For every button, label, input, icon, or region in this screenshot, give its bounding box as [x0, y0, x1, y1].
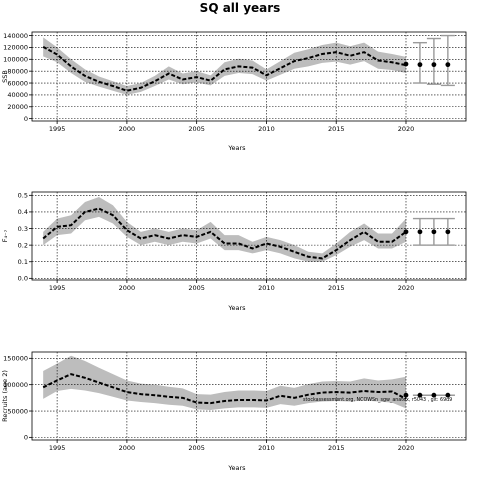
x-tick-label: 1995 [49, 284, 66, 292]
y-axis-label: SSB [1, 70, 9, 83]
x-tick-label: 2015 [328, 284, 345, 292]
x-tick-label: 2005 [188, 284, 205, 292]
recruitment-panel: 1995 2000 2005 2010 2015 2020 0 50000 100000 1500… [1, 351, 467, 472]
x-tick-label: 2020 [398, 284, 415, 292]
fbar-panel: 1995 2000 2005 2010 2015 2020 0.0 0.1 0.2 0.3 0.4 0… [1, 191, 467, 312]
y-tick-label: 50000 [7, 407, 28, 415]
confidence-band [43, 355, 406, 410]
projection-point [445, 392, 451, 398]
plot-frame [31, 31, 467, 122]
y-tick-label: 40000 [7, 91, 28, 99]
y-axis-label: F₄₋₇ [1, 229, 9, 242]
y-tick-label: 0.4 [18, 208, 28, 216]
ssb-panel: 1995 2000 2005 2010 2015 2020 0 20000 40000 60000… [1, 31, 467, 152]
y-tick-label: 100000 [3, 381, 28, 389]
x-tick-label: 1995 [49, 444, 66, 452]
projection-point [445, 62, 451, 68]
projection-point [403, 229, 409, 235]
projection-point [431, 229, 437, 235]
projection-point [431, 62, 437, 68]
y-tick-label: 0.2 [18, 241, 28, 249]
projection-point [403, 61, 409, 67]
y-tick-label: 80000 [7, 67, 28, 75]
credit-text: stockassessment.org, NCOWSn_sgw_anatex, … [303, 397, 452, 403]
projection-point [445, 229, 451, 235]
x-tick-label: 2000 [119, 284, 136, 292]
x-axis-label: Years [227, 464, 246, 472]
x-tick-label: 2000 [119, 125, 136, 133]
x-axis-label: Years [227, 304, 246, 312]
y-tick-label: 0.5 [18, 192, 28, 200]
y-axis-label: Recruits (age 2) [1, 370, 9, 422]
x-tick-label: 2020 [398, 444, 415, 452]
x-tick-label: 2010 [258, 125, 275, 133]
plot-frame [31, 191, 467, 281]
estimate-line [42, 373, 407, 405]
y-tick-label: 120000 [3, 44, 28, 52]
projection-point [403, 392, 409, 398]
x-tick-label: 2015 [328, 125, 345, 133]
confidence-band [43, 196, 406, 262]
projection-point [417, 229, 423, 235]
x-tick-label: 2010 [258, 284, 275, 292]
projection-point [417, 392, 423, 398]
y-tick-label: 150000 [3, 355, 28, 363]
plot-frame [31, 351, 467, 441]
y-tick-label: 0.0 [18, 275, 28, 283]
figure-title: SQ all years [200, 1, 281, 15]
x-tick-label: 2015 [328, 444, 345, 452]
y-tick-label: 140000 [3, 32, 28, 40]
y-tick-label: 0 [24, 115, 28, 123]
y-tick-label: 0.1 [18, 258, 28, 266]
estimate-line [42, 207, 407, 260]
y-tick-label: 60000 [7, 79, 28, 87]
y-tick-label: 100000 [3, 56, 28, 64]
x-tick-label: 2005 [188, 125, 205, 133]
y-tick-label: 0 [24, 434, 28, 442]
x-tick-label: 2005 [188, 444, 205, 452]
x-tick-label: 2010 [258, 444, 275, 452]
projection-point [431, 392, 437, 398]
x-tick-label: 2020 [398, 125, 415, 133]
x-tick-label: 2000 [119, 444, 136, 452]
x-axis-label: Years [227, 144, 246, 152]
x-tick-label: 1995 [49, 125, 66, 133]
y-tick-label: 0.3 [18, 225, 28, 233]
y-tick-label: 20000 [7, 103, 28, 111]
projection-point [417, 62, 423, 68]
estimate-line [42, 45, 407, 92]
confidence-band [43, 37, 406, 95]
